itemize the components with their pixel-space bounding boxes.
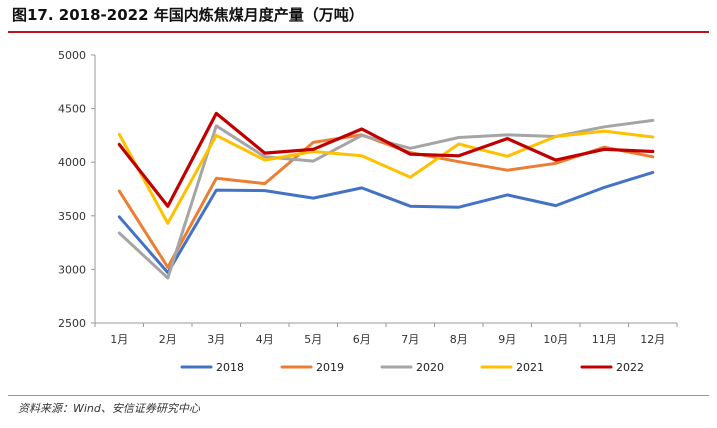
y-tick-label: 4500 <box>58 103 86 116</box>
series-line-2019 <box>117 133 655 269</box>
x-tick-label: 2月 <box>159 333 177 346</box>
x-tick-label: 7月 <box>401 333 419 346</box>
chart-legend: 2018 2019 2020 2021 2022 <box>180 361 644 374</box>
series-line-2021 <box>117 129 655 225</box>
x-tick-label: 12月 <box>640 333 665 346</box>
chart-title: 图17. 2018-2022 年国内炼焦煤月度产量（万吨） <box>12 6 364 24</box>
series-line-2022 <box>117 111 655 208</box>
x-tick-label: 5月 <box>304 333 322 346</box>
x-tick-label: 11月 <box>592 333 617 346</box>
x-tick-label: 4月 <box>256 333 274 346</box>
chart-axes: 2500 3000 3500 4000 4500 5000 1月 2月 3月 4月 5月 6月 7月 8月… <box>58 49 678 346</box>
legend-label-2019: 2019 <box>316 361 344 374</box>
legend-label-2022: 2022 <box>616 361 644 374</box>
source-note: 资料来源：Wind、安信证券研究中心 <box>18 402 200 415</box>
x-tick-label: 1月 <box>110 333 128 346</box>
x-tick-label: 3月 <box>207 333 225 346</box>
x-tick-label: 6月 <box>353 333 371 346</box>
x-tick-label: 10月 <box>543 333 568 346</box>
y-tick-label: 2500 <box>58 317 86 330</box>
legend-label-2020: 2020 <box>416 361 444 374</box>
y-tick-label: 3500 <box>58 210 86 223</box>
y-tick-label: 3000 <box>58 263 86 276</box>
title-divider <box>8 31 709 33</box>
source-divider <box>8 395 709 396</box>
y-tick-label: 4000 <box>58 156 86 169</box>
legend-label-2021: 2021 <box>516 361 544 374</box>
legend-label-2018: 2018 <box>216 361 244 374</box>
y-tick-label: 5000 <box>58 49 86 62</box>
chart-series <box>117 111 655 280</box>
series-line-2018 <box>117 170 655 275</box>
x-tick-label: 8月 <box>450 333 468 346</box>
x-tick-label: 9月 <box>498 333 516 346</box>
